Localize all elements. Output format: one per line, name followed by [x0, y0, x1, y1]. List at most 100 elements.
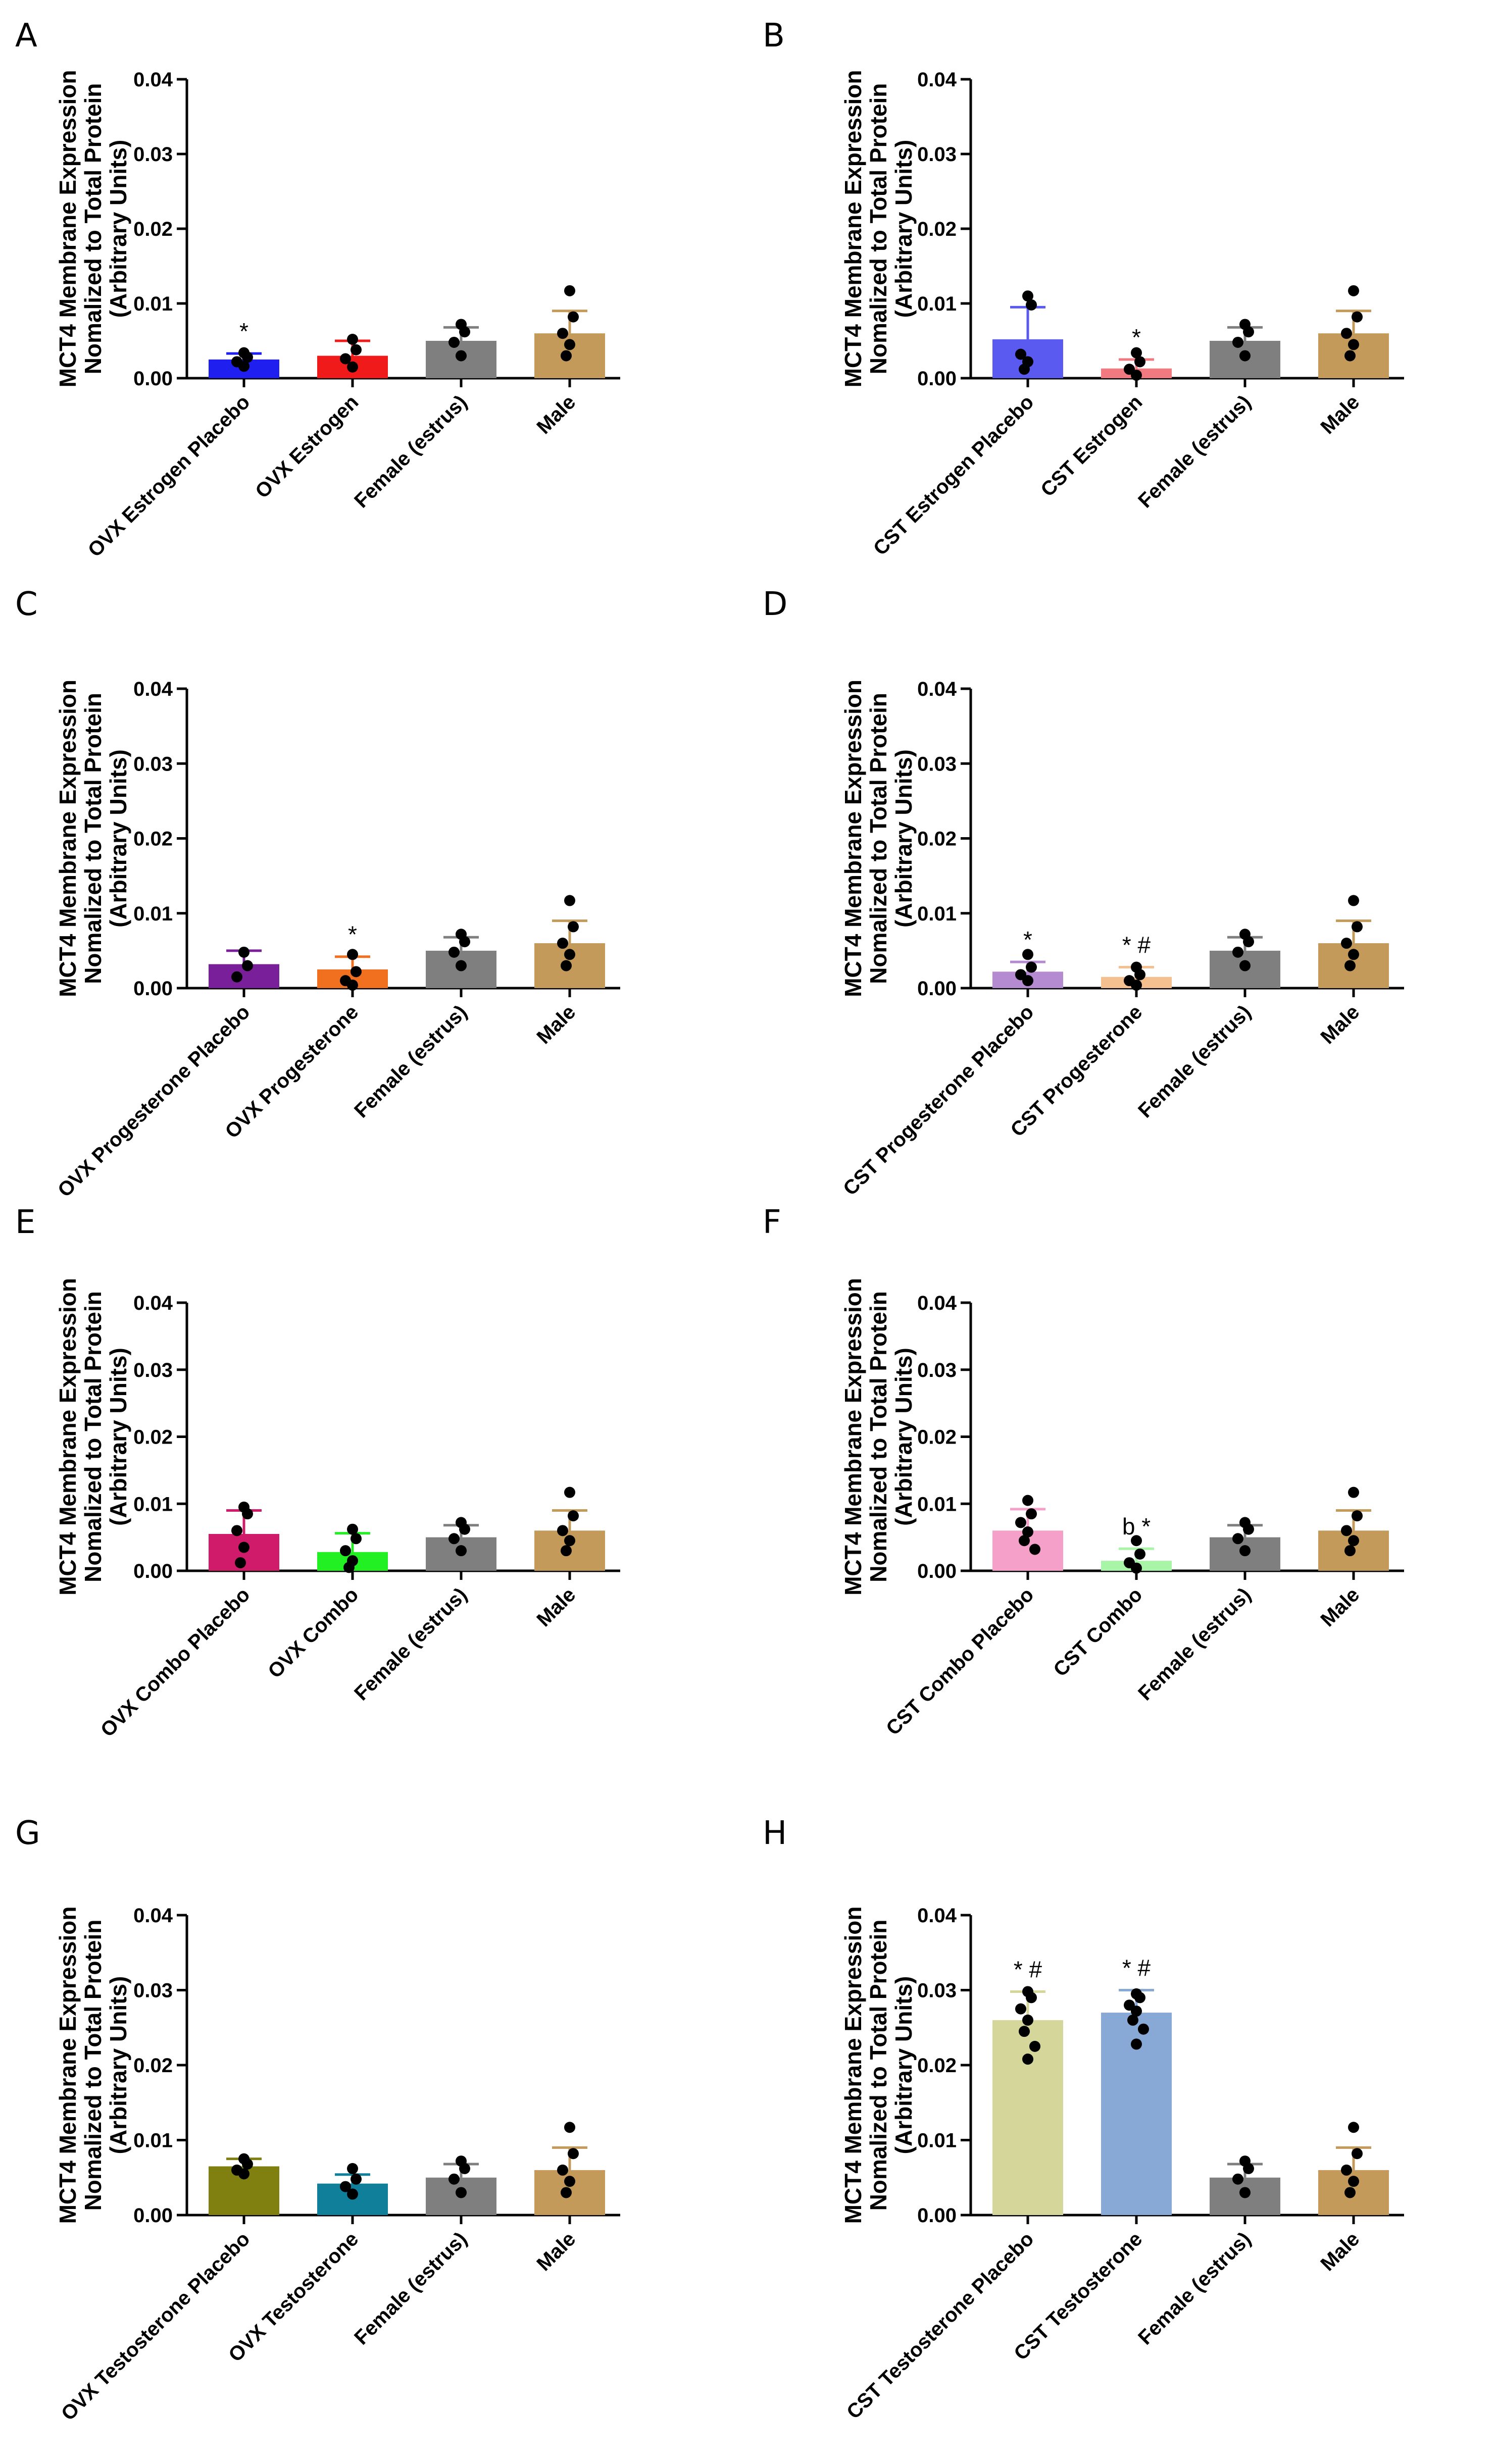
- y-tick-label: 0.00: [133, 2204, 173, 2227]
- data-point: [448, 1533, 460, 1545]
- y-axis-label-line: Nomalized to Total Protein: [865, 1291, 891, 1582]
- category-label: Male: [1316, 391, 1364, 438]
- data-point: [347, 2188, 358, 2200]
- category-label: Female (estrus): [1134, 1001, 1255, 1122]
- data-point: [564, 2176, 575, 2187]
- data-point: [564, 339, 575, 350]
- data-point: [1015, 1517, 1026, 1528]
- y-tick-label: 0.04: [133, 1292, 173, 1314]
- data-point: [1352, 921, 1363, 933]
- y-tick-label: 0.04: [917, 1292, 957, 1314]
- data-point: [1134, 969, 1145, 981]
- y-tick-label: 0.04: [917, 678, 957, 700]
- y-tick-label: 0.03: [917, 1980, 957, 2002]
- data-point: [1019, 1535, 1030, 1547]
- data-point: [1022, 949, 1033, 960]
- y-tick-label: 0.01: [917, 293, 957, 315]
- data-point: [1026, 1508, 1037, 1520]
- data-point: [238, 361, 249, 372]
- y-tick-label: 0.03: [917, 753, 957, 775]
- y-axis-label-line: Nomalized to Total Protein: [865, 1920, 891, 2211]
- significance-marker: *: [1132, 324, 1141, 350]
- data-point: [1026, 1992, 1037, 2004]
- y-tick-label: 0.02: [917, 218, 957, 240]
- y-axis-label-line: MCT4 Membrane Expression: [840, 680, 866, 997]
- data-point: [448, 336, 460, 348]
- category-label: Male: [1316, 1001, 1364, 1048]
- data-point: [1015, 2003, 1026, 2015]
- y-axis-label-line: (Arbitrary Units): [105, 749, 131, 928]
- data-point: [1019, 364, 1030, 375]
- y-tick-label: 0.03: [133, 753, 173, 775]
- panel-letter: E: [15, 1204, 35, 1241]
- data-point: [1022, 1495, 1033, 1506]
- data-point: [343, 1562, 355, 1573]
- data-point: [1026, 299, 1037, 311]
- category-label: Female (estrus): [1134, 1583, 1255, 1705]
- data-point: [1134, 1548, 1145, 1560]
- significance-marker: *: [1023, 927, 1032, 953]
- category-label: Female (estrus): [350, 1583, 471, 1705]
- panel-letter: F: [763, 1204, 781, 1241]
- bar: [992, 2020, 1063, 2215]
- data-point: [459, 326, 470, 338]
- data-point: [564, 949, 575, 960]
- y-tick-label: 0.04: [133, 1905, 173, 1927]
- data-point: [1239, 350, 1251, 362]
- significance-marker: * #: [1122, 1955, 1151, 1981]
- category-label: OVX Combo: [264, 1583, 363, 1682]
- significance-marker: * #: [1014, 1956, 1042, 1982]
- category-label: Male: [1316, 1583, 1364, 1631]
- data-point: [1232, 336, 1243, 348]
- data-point: [456, 1545, 467, 1557]
- data-point: [557, 1525, 568, 1536]
- data-point: [1022, 2054, 1033, 2065]
- category-label: CST Combo: [1049, 1583, 1146, 1681]
- y-tick-label: 0.00: [133, 368, 173, 390]
- y-axis-label-line: (Arbitrary Units): [890, 1348, 917, 1526]
- data-point: [242, 1508, 253, 1520]
- data-point: [564, 895, 575, 906]
- data-point: [1026, 961, 1037, 973]
- data-point: [1029, 1544, 1040, 1555]
- data-point: [1243, 2163, 1254, 2174]
- data-point: [1348, 339, 1359, 350]
- y-tick-label: 0.02: [133, 218, 173, 240]
- data-point: [1352, 1510, 1363, 1522]
- data-point: [1127, 2014, 1138, 2026]
- data-point: [1131, 1535, 1142, 1547]
- y-axis-label-line: (Arbitrary Units): [105, 1348, 131, 1526]
- y-tick-label: 0.01: [133, 293, 173, 315]
- data-point: [1131, 1562, 1142, 1574]
- data-point: [1239, 1545, 1251, 1557]
- data-point: [231, 1525, 242, 1536]
- data-point: [351, 966, 362, 978]
- data-point: [459, 936, 470, 948]
- data-point: [459, 1523, 470, 1535]
- data-point: [231, 971, 242, 983]
- data-point: [238, 946, 249, 958]
- y-tick-label: 0.02: [917, 828, 957, 850]
- data-point: [1232, 946, 1243, 958]
- data-point: [1131, 980, 1142, 991]
- data-point: [561, 2187, 572, 2198]
- data-point: [238, 1542, 249, 1553]
- significance-marker: *: [239, 318, 248, 344]
- y-axis-label-line: (Arbitrary Units): [105, 140, 131, 318]
- category-label: Male: [532, 391, 580, 438]
- data-point: [1344, 1545, 1356, 1557]
- category-label: OVX Testosterone Placebo: [57, 2228, 255, 2425]
- data-point: [1015, 348, 1026, 360]
- data-point: [456, 2187, 467, 2198]
- y-axis-label-line: (Arbitrary Units): [890, 749, 917, 928]
- data-point: [1131, 2038, 1142, 2050]
- panel-letter: H: [763, 1815, 787, 1852]
- category-label: Female (estrus): [350, 2228, 471, 2349]
- data-point: [1352, 2148, 1363, 2160]
- data-point: [561, 960, 572, 971]
- category-label: Female (estrus): [1134, 2228, 1255, 2349]
- data-point: [1131, 370, 1142, 381]
- data-point: [235, 1557, 246, 1569]
- data-point: [568, 2148, 579, 2160]
